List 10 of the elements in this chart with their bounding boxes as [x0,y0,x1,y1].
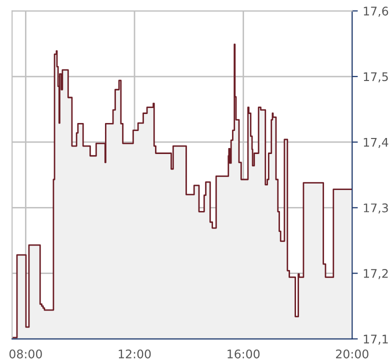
x-tick-label: 08:00 [9,350,42,358]
x-tick-label: 20:00 [336,350,368,358]
x-tick-label: 12:00 [118,350,151,358]
x-tick-label: 16:00 [228,350,260,358]
y-tick-label: 17,6 [364,6,388,17]
y-tick-label: 17,4 [364,138,388,148]
y-tick-label: 17,3 [364,203,388,214]
y-tick-label: 17,1 [364,334,388,345]
y-tick-label: 17,2 [364,269,388,280]
y-tick-label: 17,5 [364,72,388,82]
